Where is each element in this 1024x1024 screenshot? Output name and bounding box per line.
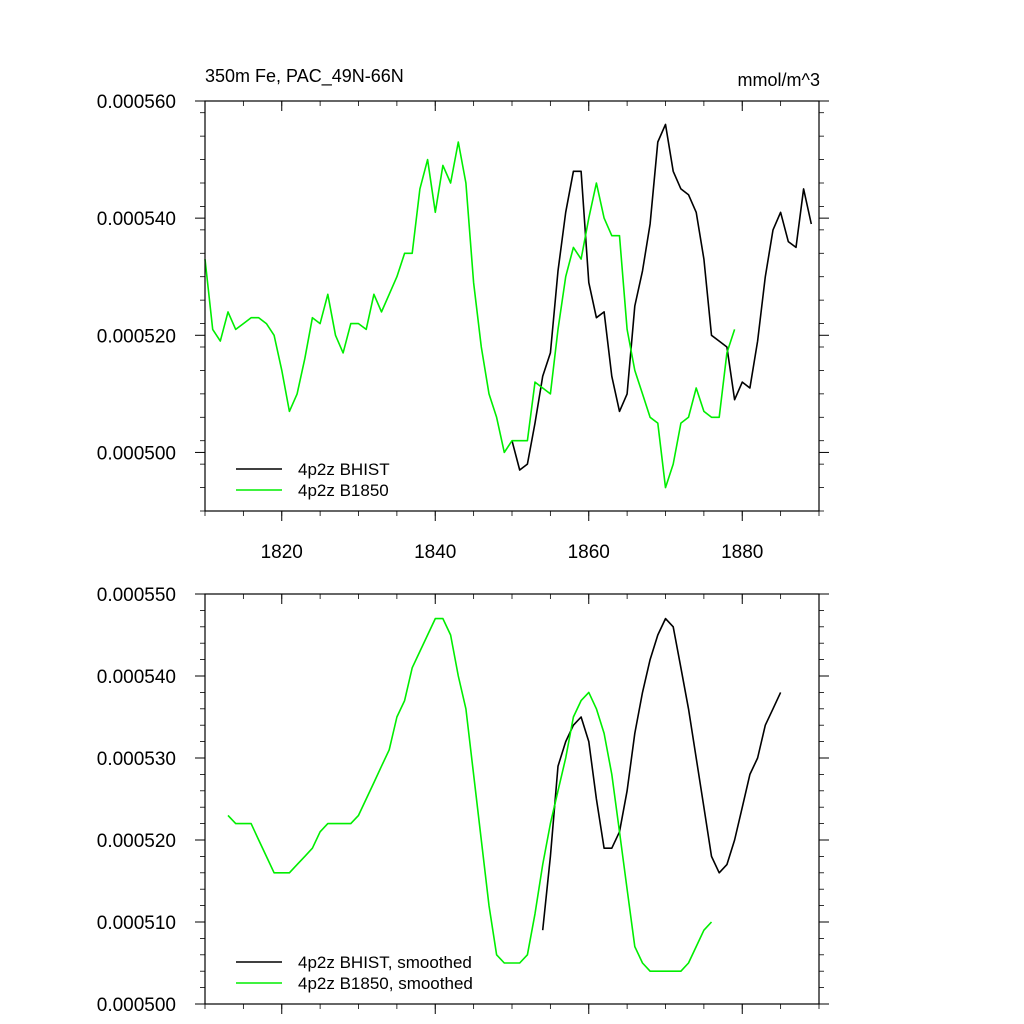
y-tick-label: 0.000500 [97,995,176,1016]
y-tick-label: 0.000540 [97,667,176,688]
bottom-panel: 0.000500 0.000510 0.000520 0.000530 0.000540… [97,585,829,1016]
bottom-panel-legend: 4p2z BHIST, smoothed 4p2z B1850, smoothe… [236,953,473,993]
top-panel-frame [204,100,820,512]
y-tick-label: 0.000520 [97,831,176,852]
bottom-panel-y-tick-labels: 0.000500 0.000510 0.000520 0.000530 0.000540… [97,585,176,1016]
bottom-panel-ticks [195,593,829,1014]
legend-label-b1850-smoothed: 4p2z B1850, smoothed [298,974,473,993]
top-panel-legend: 4p2z BHIST 4p2z B1850 [236,460,390,500]
top-panel: 350m Fe, PAC_49N-66N mmol/m^3 0.0005000.… [97,66,829,563]
bottom-panel-frame [204,593,820,1005]
legend-label-b1850: 4p2z B1850 [298,481,389,500]
legend-label-bhist-smoothed: 4p2z BHIST, smoothed [298,953,472,972]
y-tick-label: 0.000510 [97,913,176,934]
legend-label-bhist: 4p2z BHIST [298,460,390,479]
series-line-4p2z-b1850-smoothed [227,617,713,973]
y-tick-label: 0.000540 [97,209,176,230]
y-tick-label: 0.000550 [97,585,176,606]
top-panel-title: 350m Fe, PAC_49N-66N [205,66,404,87]
x-tick-label: 1880 [721,542,763,563]
series-line-4p2z-bhist [511,123,813,471]
y-tick-label: 0.000530 [97,749,176,770]
top-panel-units: mmol/m^3 [738,70,820,90]
top-panel-x-tick-labels: 1820 1840 1860 1880 [261,542,764,563]
y-tick-label: 0.000500 [97,443,176,464]
y-tick-label: 0.000560 [97,92,176,113]
x-tick-label: 1840 [414,542,456,563]
series-line-4p2z-bhist-smoothed [541,617,782,931]
x-tick-label: 1820 [261,542,303,563]
bottom-panel-series [227,617,782,973]
top-panel-y-tick-labels: 0.000500 0.000520 0.000540 0.000560 [97,92,176,464]
top-panel-series [204,123,813,489]
y-tick-label: 0.000520 [97,326,176,347]
series-line-4p2z-b1850 [204,141,736,489]
x-tick-label: 1860 [568,542,610,563]
